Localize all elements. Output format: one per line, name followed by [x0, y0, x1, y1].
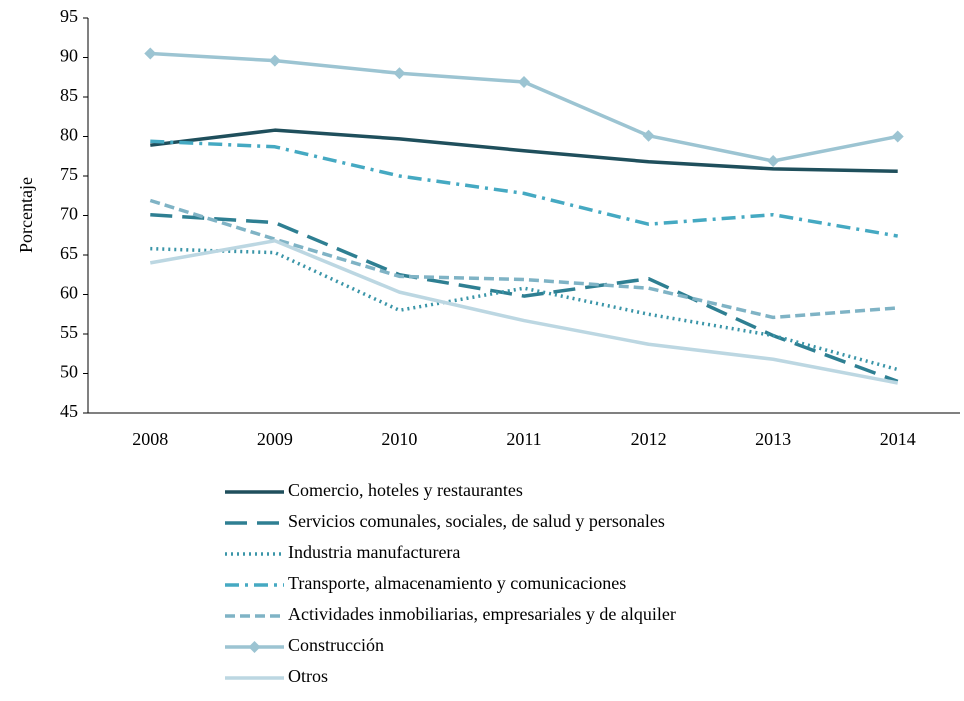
marker — [518, 75, 530, 88]
y-tick-label: 70 — [60, 204, 78, 224]
legend-label: Construcción — [288, 635, 384, 655]
y-tick-label: 45 — [60, 401, 78, 421]
y-tick-label: 55 — [60, 322, 78, 342]
y-tick-label: 85 — [60, 85, 78, 105]
y-tick-label: 60 — [60, 283, 78, 303]
x-tick-label: 2011 — [506, 429, 541, 449]
marker — [144, 47, 157, 60]
y-tick-label: 90 — [60, 46, 78, 66]
y-tick-label: 80 — [60, 125, 78, 145]
series-line — [150, 128, 898, 174]
x-tick-label: 2009 — [257, 429, 293, 449]
x-tick-label: 2010 — [381, 429, 417, 449]
y-axis-label: Porcentaje — [16, 177, 36, 253]
marker — [268, 54, 281, 67]
y-tick-label: 65 — [60, 243, 78, 263]
marker — [642, 129, 655, 142]
legend-marker — [248, 641, 261, 653]
marker — [767, 154, 780, 167]
legend-label: Transporte, almacenamiento y comunicacio… — [288, 573, 626, 593]
legend-label: Actividades inmobiliarias, empresariales… — [288, 604, 676, 624]
marker — [393, 67, 406, 80]
y-tick-label: 75 — [60, 164, 78, 184]
legend-label: Otros — [288, 666, 328, 686]
x-tick-label: 2013 — [755, 429, 791, 449]
series-line — [149, 198, 898, 320]
marker — [891, 130, 904, 143]
legend-label: Servicios comunales, sociales, de salud … — [288, 511, 665, 531]
x-tick-label: 2008 — [132, 429, 168, 449]
legend-label: Industria manufacturera — [288, 542, 460, 562]
series-line — [150, 139, 899, 238]
x-tick-label: 2014 — [880, 429, 916, 449]
y-tick-label: 50 — [60, 362, 78, 382]
series-line — [150, 246, 899, 372]
series-line — [150, 51, 899, 163]
legend-label: Comercio, hoteles y restaurantes — [288, 480, 523, 500]
x-tick-label: 2012 — [631, 429, 667, 449]
series-line — [150, 212, 899, 384]
series-line — [149, 239, 899, 385]
y-tick-label: 95 — [60, 6, 78, 26]
